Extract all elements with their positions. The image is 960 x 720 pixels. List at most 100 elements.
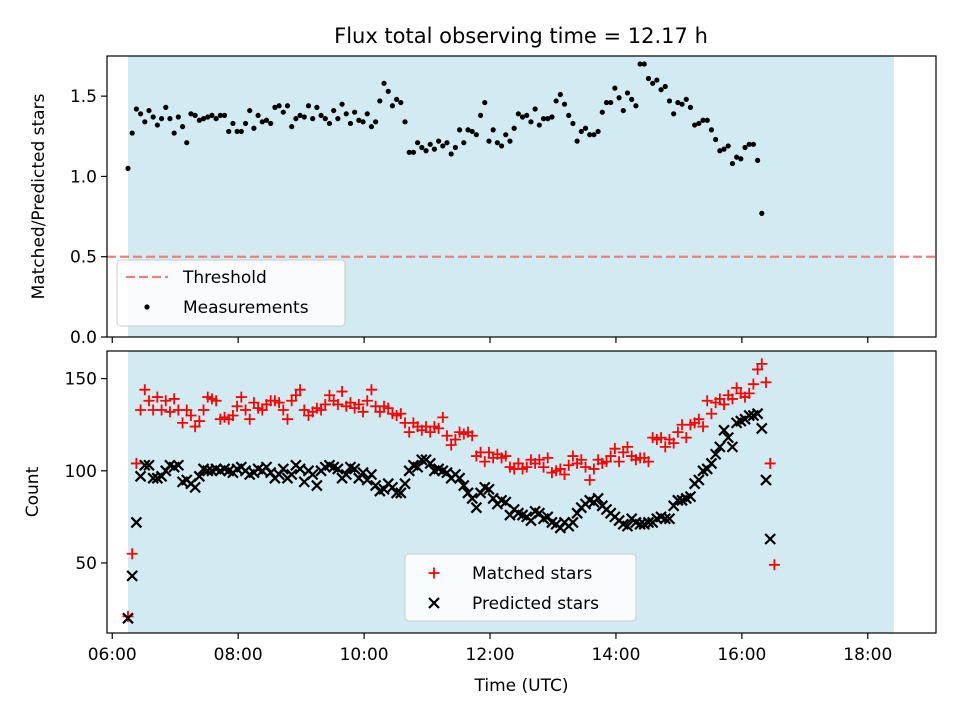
matched-star-point bbox=[559, 468, 571, 480]
predicted-star-point bbox=[424, 457, 436, 470]
measurement-point bbox=[679, 101, 685, 107]
matched-star-point bbox=[168, 393, 180, 405]
measurement-point bbox=[238, 128, 244, 135]
matched-star-point bbox=[332, 398, 344, 410]
measurement-point bbox=[755, 157, 761, 163]
matched-star-point bbox=[701, 395, 713, 407]
matched-star-point bbox=[143, 395, 155, 407]
measurement-point bbox=[394, 96, 400, 102]
measurement-point bbox=[490, 127, 496, 133]
measurement-point bbox=[629, 96, 635, 102]
measurement-point bbox=[360, 119, 366, 125]
predicted-star-point bbox=[693, 474, 705, 486]
predicted-star-point bbox=[122, 612, 134, 625]
matched-star-point bbox=[336, 386, 348, 398]
measurement-point bbox=[230, 120, 236, 127]
measurement-point bbox=[570, 120, 576, 127]
x-tick-label: 16:00 bbox=[717, 645, 766, 665]
measurement-point bbox=[587, 132, 593, 138]
measurement-point bbox=[666, 98, 673, 104]
matched-star-point bbox=[768, 559, 780, 571]
predicted-star-point bbox=[390, 487, 403, 499]
matched-star-point bbox=[580, 461, 592, 473]
legend-label-measurements: Measurements bbox=[183, 298, 309, 318]
predicted-star-point bbox=[722, 431, 735, 444]
measurement-point bbox=[410, 149, 417, 155]
measurement-point bbox=[683, 96, 689, 102]
y-tick-label: 1.5 bbox=[70, 87, 97, 107]
matched-star-point bbox=[697, 421, 709, 433]
legend-box bbox=[404, 553, 637, 622]
ratio-panel: 0.0 0.5 1.0 1.5 Matched/Predicted stars Thres… bbox=[29, 55, 937, 348]
matched-star-point bbox=[621, 441, 633, 453]
matched-star-point bbox=[617, 446, 629, 458]
measurement-point bbox=[465, 127, 471, 133]
measurement-point bbox=[448, 151, 454, 157]
measurement-point bbox=[469, 128, 475, 135]
measurement-point bbox=[452, 144, 458, 151]
predicted-star-point bbox=[416, 453, 428, 466]
predicted-star-point bbox=[592, 492, 604, 505]
measurement-point bbox=[137, 111, 144, 117]
legend-predicted-swatch bbox=[428, 597, 440, 609]
measurement-point bbox=[192, 112, 198, 119]
matched-star-point bbox=[668, 437, 680, 449]
y-axis-label: Matched/Predicted stars bbox=[29, 93, 49, 299]
matched-star-point bbox=[437, 411, 449, 423]
measurement-point bbox=[268, 120, 274, 127]
measurement-point bbox=[561, 101, 568, 107]
predicted-star-point bbox=[714, 441, 726, 453]
measurement-point bbox=[650, 80, 656, 86]
measurement-point bbox=[331, 107, 337, 114]
measurement-point bbox=[436, 138, 442, 144]
measurement-point bbox=[671, 111, 677, 117]
measurement-point bbox=[356, 117, 362, 123]
measurement-point bbox=[419, 144, 425, 151]
predicted-star-point bbox=[340, 468, 353, 481]
measurement-point bbox=[184, 140, 190, 146]
measurement-point bbox=[746, 141, 752, 147]
matched-star-point bbox=[718, 398, 730, 410]
measurement-point bbox=[251, 125, 257, 131]
predicted-star-point bbox=[306, 468, 319, 481]
predicted-star-point bbox=[193, 470, 206, 483]
measurement-point bbox=[377, 98, 383, 104]
measurement-point bbox=[142, 119, 148, 125]
matched-star-point bbox=[466, 430, 478, 442]
measurement-point bbox=[247, 107, 253, 114]
measurement-point bbox=[759, 210, 765, 216]
predicted-star-point bbox=[453, 472, 466, 484]
matched-star-point bbox=[365, 384, 377, 396]
matched-star-point bbox=[160, 395, 172, 407]
measurement-point bbox=[675, 99, 681, 106]
measurement-point bbox=[150, 114, 156, 120]
matched-star-point bbox=[273, 397, 285, 409]
chart-title: Flux total observing time = 12.17 h bbox=[334, 24, 708, 48]
measurement-point bbox=[717, 148, 723, 154]
measurement-point bbox=[221, 112, 228, 119]
measurement-point bbox=[545, 116, 551, 122]
measurement-point bbox=[335, 116, 341, 122]
measurement-point bbox=[734, 154, 740, 160]
measurement-point bbox=[641, 61, 647, 67]
measurement-point bbox=[167, 116, 173, 122]
measurement-point bbox=[163, 104, 169, 110]
predicted-star-point bbox=[201, 465, 214, 477]
measurement-point bbox=[486, 138, 492, 144]
predicted-star-point bbox=[294, 463, 306, 475]
measurement-point bbox=[297, 112, 303, 119]
measurement-point bbox=[729, 160, 736, 167]
predicted-star-point bbox=[684, 490, 697, 503]
measurement-point bbox=[503, 132, 509, 138]
predicted-star-point bbox=[764, 533, 776, 545]
predicted-star-point bbox=[709, 448, 722, 460]
matched-star-point bbox=[181, 404, 193, 416]
predicted-star-point bbox=[621, 520, 634, 532]
predicted-star-point bbox=[672, 494, 684, 507]
measurement-point bbox=[272, 104, 278, 110]
measurement-point bbox=[255, 112, 261, 119]
matched-star-point bbox=[198, 404, 210, 416]
measurement-point bbox=[352, 109, 358, 115]
matched-star-point bbox=[130, 457, 142, 469]
